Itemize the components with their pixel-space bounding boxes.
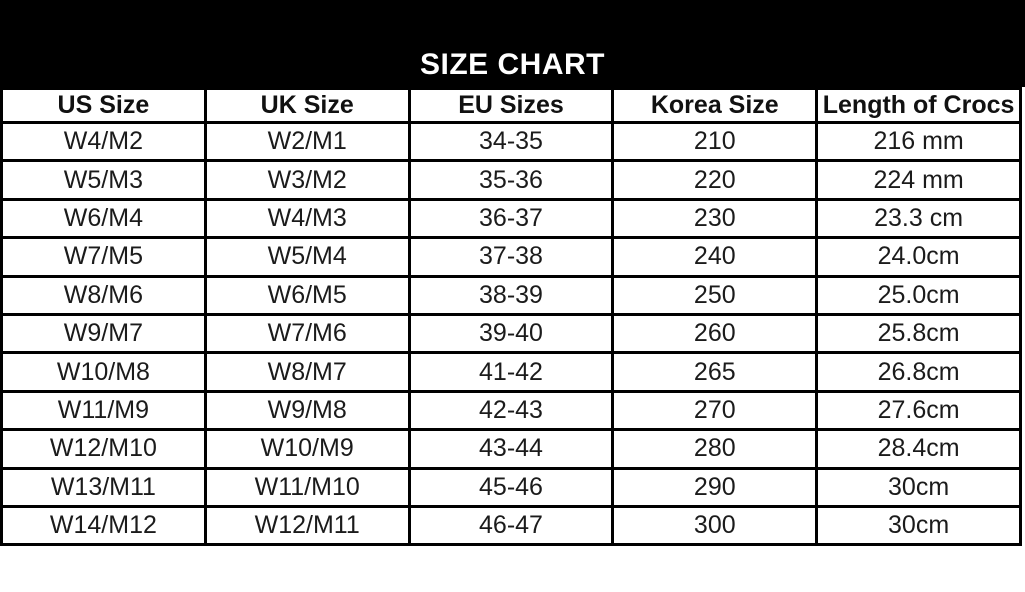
- column-header-length-of-crocs: Length of Crocs: [815, 87, 1022, 124]
- table-row: W11/M9 W9/M8 42-43 270 27.6cm: [0, 389, 1022, 432]
- column-header-eu-sizes: EU Sizes: [407, 87, 615, 124]
- table-cell: W7/M5: [0, 236, 207, 278]
- table-cell: 27.6cm: [815, 389, 1022, 432]
- table-cell: W6/M5: [203, 274, 411, 316]
- table-cell: W9/M7: [0, 312, 207, 355]
- table-cell: 37-38: [407, 236, 615, 278]
- table-cell: 270: [611, 389, 819, 432]
- table-cell: 39-40: [407, 312, 615, 355]
- table-cell: W4/M2: [0, 120, 207, 163]
- table-cell: 25.0cm: [815, 274, 1022, 316]
- table-cell: 240: [611, 236, 819, 278]
- table-cell: 216 mm: [815, 120, 1022, 163]
- table-row: W13/M11 W11/M10 45-46 290 30cm: [0, 466, 1022, 508]
- table-cell: 30cm: [815, 466, 1022, 508]
- column-header-uk-size: UK Size: [203, 87, 411, 124]
- table-cell: W10/M9: [203, 428, 411, 470]
- table-cell: W6/M4: [0, 197, 207, 240]
- table-cell: 38-39: [407, 274, 615, 316]
- table-cell: 210: [611, 120, 819, 163]
- table-cell: 34-35: [407, 120, 615, 163]
- page-title: SIZE CHART: [420, 48, 605, 81]
- table-row: W6/M4 W4/M3 36-37 230 23.3 cm: [0, 197, 1022, 240]
- title-band: SIZE CHART: [0, 0, 1025, 87]
- table-cell: W8/M6: [0, 274, 207, 316]
- table-row: W8/M6 W6/M5 38-39 250 25.0cm: [0, 274, 1022, 316]
- table-cell: W9/M8: [203, 389, 411, 432]
- table-cell: 36-37: [407, 197, 615, 240]
- table-cell: W11/M10: [203, 466, 411, 508]
- table-cell: 46-47: [407, 504, 615, 547]
- table-cell: 28.4cm: [815, 428, 1022, 470]
- table-cell: 23.3 cm: [815, 197, 1022, 240]
- table-cell: 250: [611, 274, 819, 316]
- table-row: W7/M5 W5/M4 37-38 240 24.0cm: [0, 236, 1022, 278]
- table-cell: W14/M12: [0, 504, 207, 547]
- table-cell: W7/M6: [203, 312, 411, 355]
- table-cell: 26.8cm: [815, 351, 1022, 393]
- table-cell: 24.0cm: [815, 236, 1022, 278]
- table-row: W14/M12 W12/M11 46-47 300 30cm: [0, 504, 1022, 547]
- table-cell: W10/M8: [0, 351, 207, 393]
- table-cell: W5/M4: [203, 236, 411, 278]
- table-cell: 230: [611, 197, 819, 240]
- table-cell: 41-42: [407, 351, 615, 393]
- table-cell: W8/M7: [203, 351, 411, 393]
- table-cell: 43-44: [407, 428, 615, 470]
- table-row: W10/M8 W8/M7 41-42 265 26.8cm: [0, 351, 1022, 393]
- table-cell: 35-36: [407, 159, 615, 201]
- table-cell: 280: [611, 428, 819, 470]
- table-cell: W12/M10: [0, 428, 207, 470]
- table-cell: 300: [611, 504, 819, 547]
- table-cell: W4/M3: [203, 197, 411, 240]
- table-cell: 25.8cm: [815, 312, 1022, 355]
- table-header-row: US Size UK Size EU Sizes Korea Size Leng…: [0, 87, 1022, 124]
- column-header-korea-size: Korea Size: [611, 87, 819, 124]
- table-cell: W12/M11: [203, 504, 411, 547]
- table-cell: W13/M11: [0, 466, 207, 508]
- table-cell: W3/M2: [203, 159, 411, 201]
- table-cell: 220: [611, 159, 819, 201]
- table-cell: 265: [611, 351, 819, 393]
- table-cell: 45-46: [407, 466, 615, 508]
- table-cell: 224 mm: [815, 159, 1022, 201]
- table-cell: W5/M3: [0, 159, 207, 201]
- table-cell: W11/M9: [0, 389, 207, 432]
- table-row: W9/M7 W7/M6 39-40 260 25.8cm: [0, 312, 1022, 355]
- table-row: W12/M10 W10/M9 43-44 280 28.4cm: [0, 428, 1022, 470]
- table-cell: 290: [611, 466, 819, 508]
- table-row: W5/M3 W3/M2 35-36 220 224 mm: [0, 159, 1022, 201]
- column-header-us-size: US Size: [0, 87, 207, 124]
- size-table-body: W4/M2 W2/M1 34-35 210 216 mm W5/M3 W3/M2 35-36 2…: [0, 120, 1022, 547]
- size-table: US Size UK Size EU Sizes Korea Size Leng…: [0, 87, 1022, 547]
- table-cell: W2/M1: [203, 120, 411, 163]
- table-row: W4/M2 W2/M1 34-35 210 216 mm: [0, 120, 1022, 163]
- table-cell: 30cm: [815, 504, 1022, 547]
- table-cell: 42-43: [407, 389, 615, 432]
- table-cell: 260: [611, 312, 819, 355]
